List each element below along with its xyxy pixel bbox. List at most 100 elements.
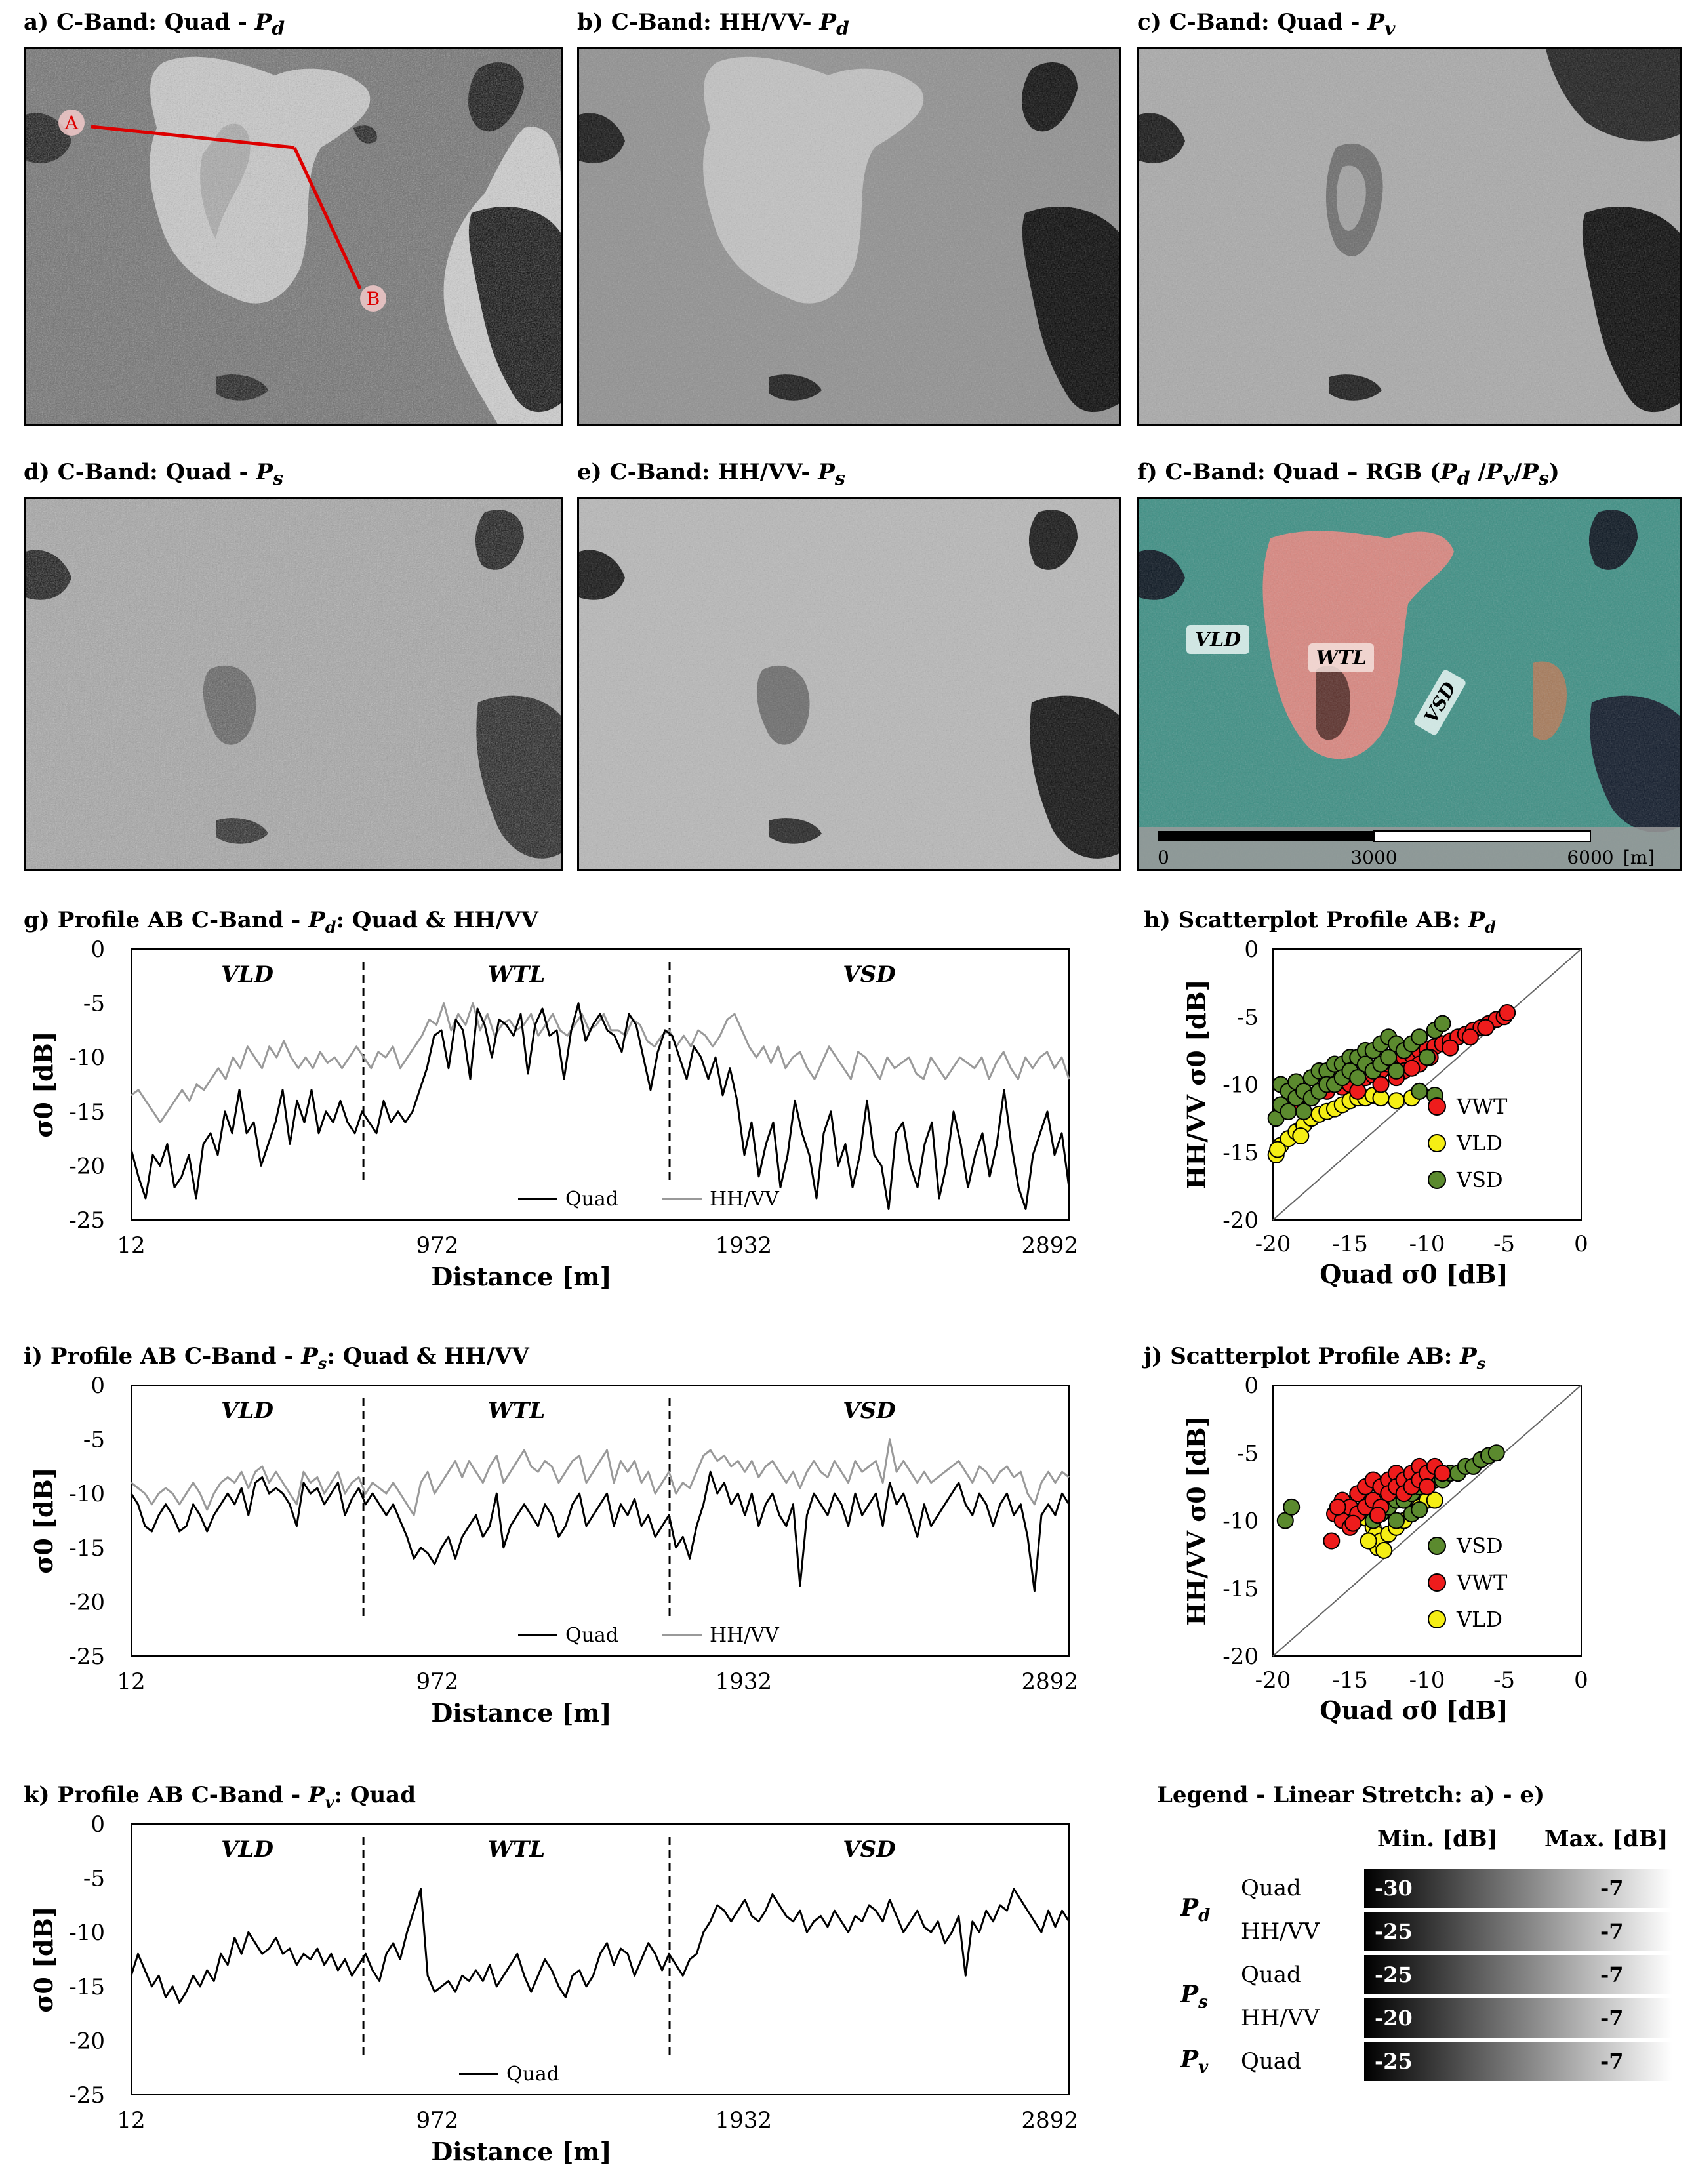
chart-g-xtick: 1932	[716, 1232, 773, 1259]
chart-k-xtick: 1932	[716, 2107, 773, 2133]
stretch-legend-max-value: -7	[1600, 1876, 1624, 1901]
chart-h-xtick: -5	[1493, 1231, 1515, 1257]
scale-label-0: 0	[1158, 847, 1169, 868]
chart-j-legend-marker	[1428, 1610, 1446, 1628]
chart-g-ytick: -25	[69, 1207, 105, 1234]
stretch-legend-max-value: -7	[1600, 1919, 1624, 1944]
stretch-legend-max-value: -7	[1600, 2006, 1624, 2031]
chart-title-symbol: P	[308, 907, 326, 933]
chart-j-xtick: -10	[1409, 1667, 1445, 1693]
panel-c-image	[1137, 47, 1682, 426]
stretch-legend-row-label: Quad	[1241, 1875, 1301, 1901]
stretch-legend-min-header: Min. [dB]	[1377, 1826, 1498, 1852]
chart-g-ytick: -15	[69, 1099, 105, 1125]
chart-j-title: j) Scatterplot Profile AB: Ps	[1142, 1343, 1486, 1373]
chart-h-ytick: -15	[1222, 1140, 1259, 1166]
chart-h-point-vwt	[1403, 1059, 1421, 1077]
scale-label-6000: 6000	[1567, 847, 1613, 868]
chart-h-point-vsd	[1411, 1028, 1428, 1046]
chart-h-ytick: -5	[1237, 1004, 1259, 1030]
chart-h-legend-marker	[1428, 1134, 1446, 1152]
chart-i-zone-label: WTL	[488, 1398, 545, 1424]
chart-title-suffix: : Quad	[334, 1782, 416, 1808]
chart-h-xtick: 0	[1574, 1231, 1588, 1257]
chart-h-xtick: -15	[1332, 1231, 1368, 1257]
stretch-legend-row-label: HH/VV	[1241, 1918, 1320, 1945]
stretch-legend-min-value: -30	[1375, 1876, 1413, 1901]
chart-k-legend-label: Quad	[506, 2063, 559, 2086]
profile-line-segment-2	[292, 146, 362, 290]
chart-g-ytick: -10	[69, 1045, 105, 1071]
scale-label-3000: 3000	[1350, 847, 1397, 868]
chart-j-point-vld	[1375, 1541, 1393, 1559]
chart-h-point-vsd	[1434, 1015, 1451, 1032]
chart-g-xtick: 2892	[1022, 1232, 1079, 1259]
chart-j-point-vwt	[1434, 1465, 1451, 1482]
chart-title-symbol: P	[1468, 907, 1486, 933]
chart-i-title: i) Profile AB C-Band - Ps: Quad & HH/VV	[24, 1343, 529, 1373]
chart-h-point-vsd	[1388, 1062, 1405, 1080]
panel-c-title: c) C-Band: Quad - Pv	[1137, 9, 1396, 39]
stretch-legend-row-label: HH/VV	[1241, 2005, 1320, 2031]
chart-j-point-vwt	[1323, 1532, 1341, 1550]
chart-g-xtick: 12	[117, 1232, 145, 1259]
chart-h-legend-marker	[1428, 1171, 1446, 1189]
profile-point-a-label: A	[64, 112, 79, 134]
chart-i-ytick: -5	[83, 1427, 105, 1453]
chart-k-zone-label: VLD	[221, 1836, 273, 1863]
chart-i-zone-label: VSD	[843, 1398, 896, 1424]
chart-title-text: k) Profile AB C-Band -	[24, 1782, 308, 1808]
chart-i-legend-label: Quad	[565, 1624, 618, 1647]
chart-title-text: i) Profile AB C-Band -	[24, 1343, 301, 1369]
chart-i-series-quad	[130, 1470, 1070, 1592]
chart-j-identity-line	[1272, 1385, 1582, 1657]
chart-g-ytick: 0	[91, 937, 105, 963]
group-symbol: P	[1180, 2046, 1199, 2073]
chart-k-series-quad	[130, 1888, 1070, 2004]
stretch-legend-gradient-bar	[1364, 1955, 1672, 1994]
chart-j-legend-label: VWT	[1456, 1570, 1508, 1595]
stretch-legend-max-value: -7	[1600, 2049, 1624, 2074]
scale-bar-white	[1373, 830, 1591, 842]
chart-k-zone-label: WTL	[488, 1836, 545, 1863]
chart-j-ytick: -15	[1222, 1576, 1259, 1602]
chart-h-point-vsd	[1349, 1069, 1367, 1087]
chart-i-ylabel: σ0 [dB]	[29, 1467, 58, 1573]
chart-title-subscript: s	[1476, 1354, 1486, 1373]
chart-i-xtick: 12	[117, 1668, 145, 1695]
chart-g-title: g) Profile AB C-Band - Pd: Quad & HH/VV	[24, 907, 538, 937]
chart-i-zone-label: VLD	[221, 1398, 273, 1424]
chart-j-xtick: -15	[1332, 1667, 1368, 1693]
stretch-legend-gradient-bar	[1364, 1998, 1672, 2038]
chart-h-ylabel: HH/VV σ0 [dB]	[1182, 979, 1211, 1189]
chart-j-legend-label: VLD	[1456, 1607, 1502, 1632]
chart-g-zone-label: VLD	[221, 961, 273, 988]
chart-k-zone-label: VSD	[843, 1836, 896, 1863]
chart-j-legend-label: VSD	[1456, 1533, 1503, 1558]
chart-k-frame	[131, 1823, 1070, 2095]
chart-h-legend-label: VLD	[1456, 1131, 1502, 1156]
chart-h-point-vwt	[1461, 1028, 1479, 1046]
chart-k-ytick: -20	[69, 2028, 105, 2054]
stretch-legend-max-header: Max. [dB]	[1544, 1826, 1668, 1852]
chart-k-ylabel: σ0 [dB]	[29, 1906, 58, 2012]
chart-g-ytick: -5	[83, 991, 105, 1017]
panel-f-title: f) C-Band: Quad – RGB (Pd /Pv/Ps)	[1137, 459, 1560, 489]
chart-h-point-vsd	[1295, 1102, 1312, 1120]
stretch-legend-max-value: -7	[1600, 1962, 1624, 1987]
chart-k-xtick: 2892	[1022, 2107, 1079, 2133]
chart-j-point-vwt	[1344, 1514, 1362, 1532]
stretch-legend-group-symbol: Pv	[1180, 2046, 1209, 2077]
panel-b-image	[577, 47, 1121, 426]
chart-j-ytick: -5	[1237, 1440, 1259, 1466]
chart-i-legend-label: HH/VV	[710, 1624, 780, 1647]
chart-title-subscript: d	[325, 918, 336, 937]
chart-j-ytick: 0	[1244, 1373, 1259, 1399]
chart-title-symbol: P	[1459, 1343, 1478, 1369]
chart-i-series-hhvv	[131, 1438, 1070, 1516]
chart-h-point-vsd	[1411, 1082, 1428, 1100]
chart-j-point-vld	[1360, 1532, 1377, 1550]
stretch-legend-min-value: -25	[1375, 1919, 1413, 1944]
stretch-legend-group-symbol: Pd	[1180, 1894, 1210, 1926]
